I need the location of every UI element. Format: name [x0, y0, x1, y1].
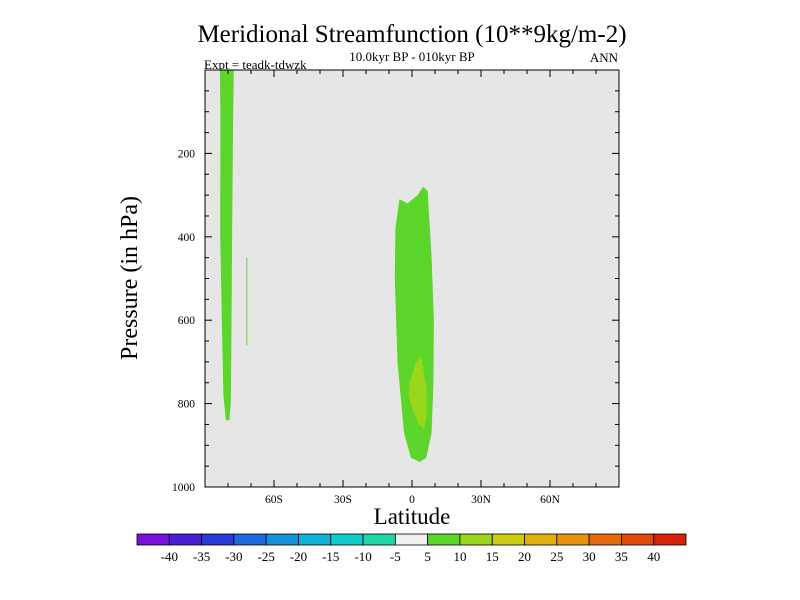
colorbar-swatch — [298, 533, 332, 546]
colorbar-label: -10 — [354, 549, 371, 564]
x-tick-label: 30N — [471, 494, 492, 506]
x-axis-label: Latitude — [374, 504, 451, 529]
contour-southern-thin-strip — [246, 257, 248, 346]
colorbar-label: 15 — [486, 549, 499, 564]
colorbar-swatch — [524, 533, 558, 546]
colorbar-label: -40 — [161, 549, 178, 564]
colorbar-swatch — [621, 533, 655, 546]
y-tick-label: 400 — [178, 232, 196, 244]
colorbar-label: 35 — [615, 549, 628, 564]
colorbar-label: -30 — [225, 549, 242, 564]
colorbar: -40 -35 -30 -25 -20 -15 -10 -5 5 10 15 20 25 30 35 40 — [136, 533, 687, 564]
colorbar-label: 20 — [518, 549, 531, 564]
colorbar-label: -25 — [258, 549, 275, 564]
contour-equatorial-core — [408, 355, 427, 429]
y-tick-label: 1000 — [172, 482, 195, 494]
x-tick-label: 60N — [540, 494, 561, 506]
colorbar-swatch — [330, 533, 364, 546]
colorbar-swatch — [168, 533, 202, 546]
colorbar-swatch — [233, 533, 267, 546]
colorbar-swatch — [265, 533, 299, 546]
colorbar-swatch — [136, 533, 170, 546]
chart-subtitle-period: 10.0kyr BP - 010kyr BP — [349, 49, 475, 64]
x-tick-label: 0 — [409, 494, 415, 506]
chart-title: Meridional Streamfunction (10**9kg/m-2) — [197, 21, 626, 48]
colorbar-label: 5 — [424, 549, 431, 564]
chart-subtitle-season: ANN — [590, 50, 619, 65]
colorbar-swatch — [459, 533, 493, 546]
y-axis: 200 400 600 800 1000 — [172, 69, 619, 494]
x-axis: 60S 30S 0 30N 60N — [204, 70, 620, 506]
colorbar-swatch — [491, 533, 525, 546]
colorbar-label: 25 — [550, 549, 563, 564]
colorbar-label: -35 — [193, 549, 210, 564]
colorbar-label: -20 — [290, 549, 307, 564]
y-tick-label: 200 — [178, 148, 196, 160]
contour-regions — [219, 70, 434, 463]
colorbar-swatch — [201, 533, 235, 546]
colorbar-swatch — [362, 533, 396, 546]
chart-subtitle-experiment: Expt = teadk-tdwzk — [204, 57, 307, 72]
colorbar-swatch — [556, 533, 590, 546]
colorbar-label: 40 — [647, 549, 660, 564]
x-tick-label: 30S — [334, 494, 352, 506]
colorbar-label: 30 — [583, 549, 596, 564]
x-tick-label: 60S — [265, 494, 283, 506]
y-tick-label: 800 — [178, 399, 196, 411]
colorbar-swatch — [394, 533, 429, 546]
colorbar-swatch — [427, 533, 461, 546]
colorbar-label: -5 — [390, 549, 401, 564]
colorbar-label: -15 — [322, 549, 339, 564]
colorbar-swatch — [588, 533, 622, 546]
contour-southern-high-lat-cell — [219, 70, 234, 421]
colorbar-label: 10 — [453, 549, 466, 564]
y-tick-label: 600 — [178, 315, 196, 327]
y-axis-label: Pressure (in hPa) — [117, 196, 143, 360]
colorbar-swatch — [653, 533, 687, 546]
